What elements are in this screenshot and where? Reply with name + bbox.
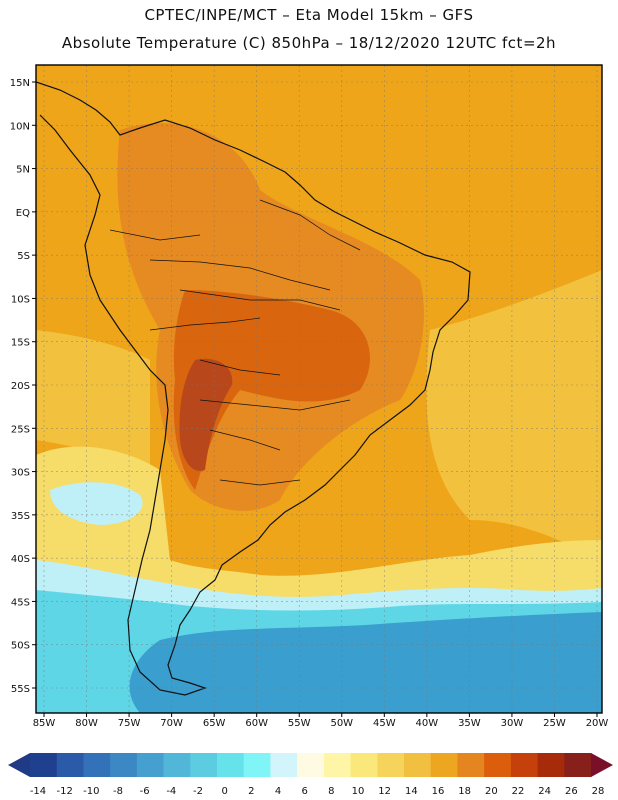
map-frame: [35, 64, 603, 714]
colorbar-high-arrow: [591, 753, 613, 777]
colorbar-swatch: [404, 753, 432, 777]
colorbar-swatch: [377, 753, 405, 777]
map-title-line1: CPTEC/INPE/MCT – Eta Model 15km – GFS: [144, 6, 474, 24]
colorbar-swatches: [30, 753, 592, 777]
colorbar-swatch: [323, 753, 351, 777]
colorbar-label: -6: [140, 786, 150, 797]
colorbar-label: 22: [512, 786, 525, 797]
longitude-labels: 85W 80W 75W 70W 65W 60W 55W 50W 45W 40W 35W 30W 25W 2…: [33, 718, 609, 729]
colorbar-swatch: [163, 753, 191, 777]
colorbar-swatch: [56, 753, 84, 777]
lon-label: 50W: [330, 718, 353, 729]
lon-label: 30W: [501, 718, 524, 729]
colorbar-label: 12: [378, 786, 391, 797]
colorbar-label: 24: [538, 786, 551, 797]
colorbar-label: -10: [83, 786, 99, 797]
colorbar-low-arrow: [8, 753, 30, 777]
colorbar-label: 6: [301, 786, 307, 797]
lon-label: 75W: [118, 718, 141, 729]
field-pacific-warm-band: [36, 330, 150, 470]
colorbar-label: 20: [485, 786, 498, 797]
lon-label: 35W: [458, 718, 481, 729]
lat-label: 25S: [11, 424, 30, 435]
field-continental-hot: [173, 290, 370, 490]
colorbar-swatch: [243, 753, 271, 777]
field-pacific-cold-pocket: [50, 482, 143, 525]
colorbar-label: -2: [193, 786, 203, 797]
colorbar-swatch: [83, 753, 111, 777]
colorbar-label: 8: [328, 786, 334, 797]
colorbar-swatch: [564, 753, 592, 777]
colorbar-swatch: [190, 753, 218, 777]
colorbar-label: 28: [592, 786, 605, 797]
graticule: [32, 65, 602, 717]
colorbar-swatch: [537, 753, 565, 777]
colorbar-swatch: [430, 753, 458, 777]
lat-label: 55S: [11, 684, 30, 695]
colorbar-label: -14: [30, 786, 46, 797]
colorbar-label: -12: [56, 786, 72, 797]
colorbar-label: 16: [432, 786, 445, 797]
lat-label: 5S: [17, 251, 30, 262]
colorbar-labels: -14 -12 -10 -8 -6 -4 -2 0 2 4 6 8 10 12 14 16 18 20 22 24 26…: [30, 786, 605, 797]
lon-label: 60W: [245, 718, 268, 729]
lon-label: 40W: [416, 718, 439, 729]
lat-label: 5N: [16, 165, 30, 176]
colorbar-label: 2: [248, 786, 254, 797]
lat-label: 10S: [11, 294, 30, 305]
lon-label: 80W: [75, 718, 98, 729]
country-borders: [109, 199, 361, 486]
colorbar-swatch: [457, 753, 485, 777]
colorbar-swatch: [110, 753, 138, 777]
colorbar-swatch: [217, 753, 245, 777]
lat-label: 40S: [11, 554, 30, 565]
field-continental-hottest: [179, 358, 233, 471]
field-atlantic-warm-band: [426, 270, 602, 560]
lat-label: 20S: [11, 381, 30, 392]
colorbar-swatch: [297, 753, 325, 777]
lat-label: 35S: [11, 511, 30, 522]
latitude-labels: 15N 10N 5N EQ 5S 10S 15S 20S 25S 30S 35S 40S 45S 50S 5…: [10, 78, 30, 695]
lon-label: 25W: [543, 718, 566, 729]
colorbar-label: 10: [352, 786, 365, 797]
colorbar-label: -4: [166, 786, 176, 797]
lat-label: 15N: [10, 78, 30, 89]
lon-label: 65W: [203, 718, 226, 729]
temperature-field: [36, 65, 602, 713]
colorbar-label: 14: [405, 786, 418, 797]
colorbar-swatch: [136, 753, 164, 777]
lat-label: 15S: [11, 338, 30, 349]
colorbar-swatch: [350, 753, 378, 777]
lon-label: 55W: [288, 718, 311, 729]
colorbar-label: 26: [565, 786, 578, 797]
lon-label: 70W: [160, 718, 183, 729]
lat-label: EQ: [16, 208, 30, 219]
colorbar-swatch: [510, 753, 538, 777]
coastline: [36, 81, 471, 696]
colorbar-label: -8: [113, 786, 123, 797]
colorbar-label: 0: [221, 786, 227, 797]
field-mild-band: [36, 446, 602, 600]
colorbar-swatch: [270, 753, 298, 777]
map-title-line2: Absolute Temperature (C) 850hPa – 18/12/…: [61, 34, 557, 52]
lon-label: 45W: [373, 718, 396, 729]
colorbar: -14 -12 -10 -8 -6 -4 -2 0 2 4 6 8 10 12 14 16 18 20 22 24 26…: [8, 753, 613, 797]
lat-label: 30S: [11, 468, 30, 479]
colorbar-label: 4: [275, 786, 281, 797]
lat-label: 45S: [11, 597, 30, 608]
colorbar-swatch: [30, 753, 58, 777]
lon-label: 85W: [33, 718, 56, 729]
lon-label: 20W: [586, 718, 609, 729]
lat-label: 50S: [11, 641, 30, 652]
colorbar-swatch: [484, 753, 512, 777]
colorbar-label: 18: [458, 786, 471, 797]
lat-label: 10N: [10, 121, 30, 132]
